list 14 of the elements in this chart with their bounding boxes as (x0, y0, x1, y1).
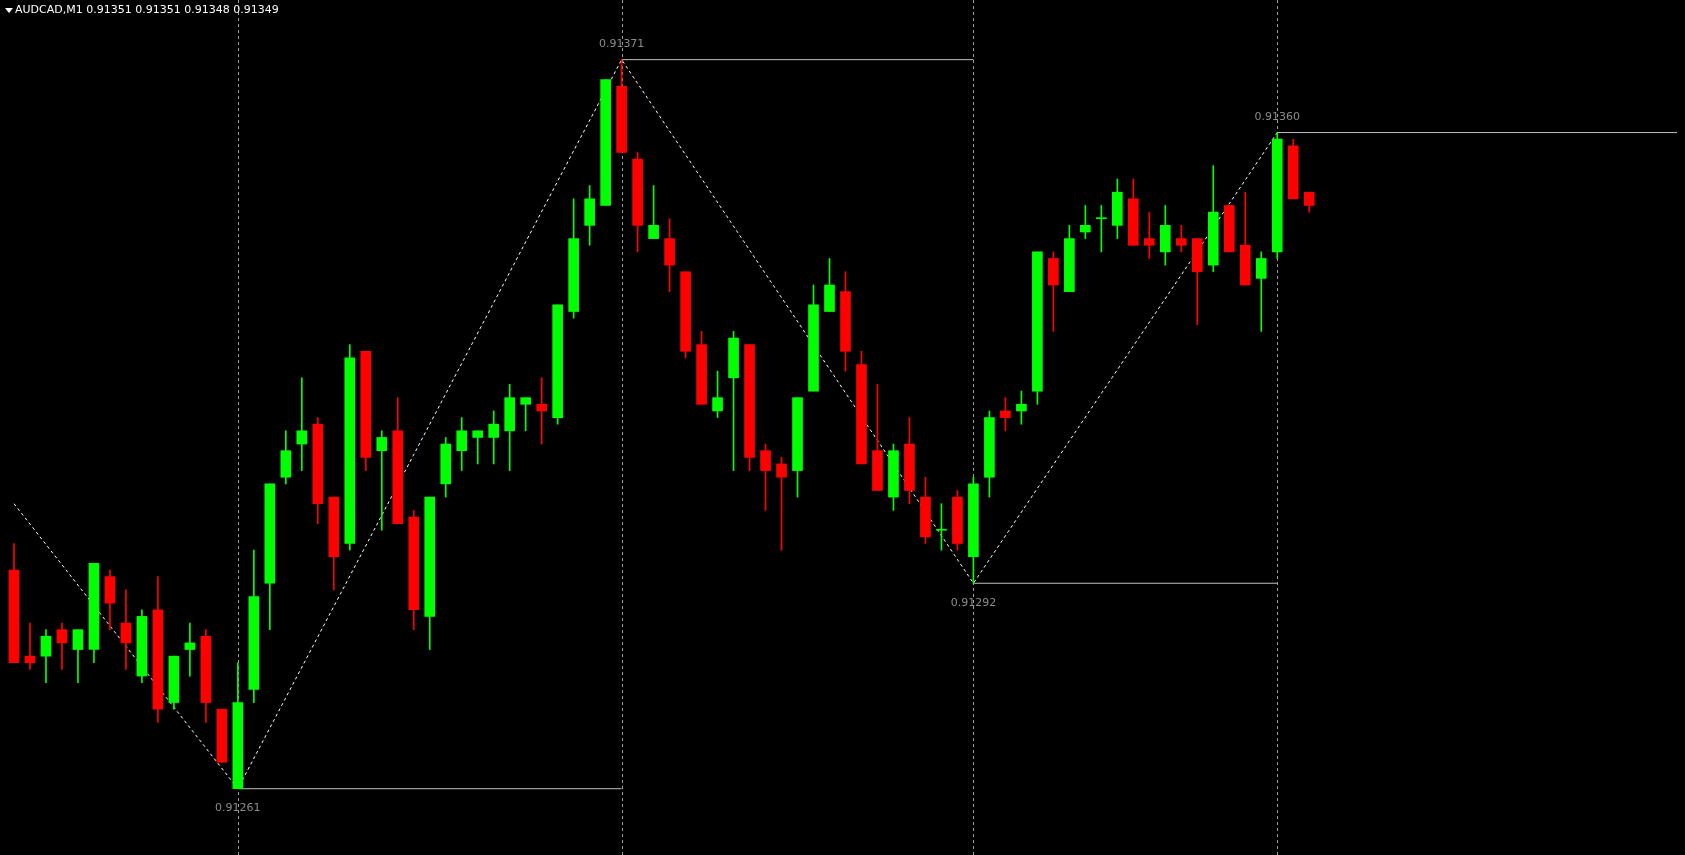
candlestick (520, 397, 532, 432)
candlestick (472, 430, 484, 465)
annotation: 0.91292 (950, 595, 997, 609)
chart-title: AUDCAD,M1 0.91351 0.91351 0.91348 0.91349 (15, 3, 279, 16)
candlestick (296, 377, 308, 471)
candlestick (536, 377, 548, 445)
candlestick (120, 589, 132, 670)
candlestick (1143, 211, 1155, 259)
candlestick (376, 430, 388, 531)
candlestick (184, 622, 196, 677)
annotation: 0.91371 (598, 37, 645, 51)
annotation: 0.91360 (1254, 109, 1300, 123)
candlestick (24, 622, 36, 670)
annotation: 0.91261 (215, 801, 261, 815)
